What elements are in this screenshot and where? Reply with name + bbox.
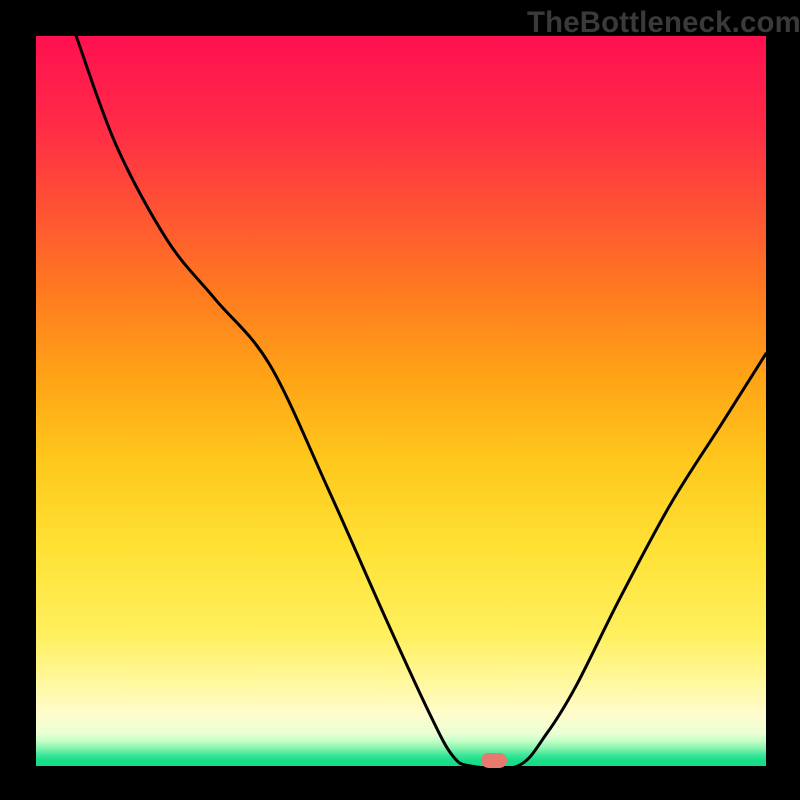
- chart-frame: TheBottleneck.com: [0, 0, 800, 800]
- optimal-point-marker: [481, 753, 507, 768]
- watermark-text: TheBottleneck.com: [527, 6, 800, 40]
- bottleneck-curve: [0, 0, 800, 800]
